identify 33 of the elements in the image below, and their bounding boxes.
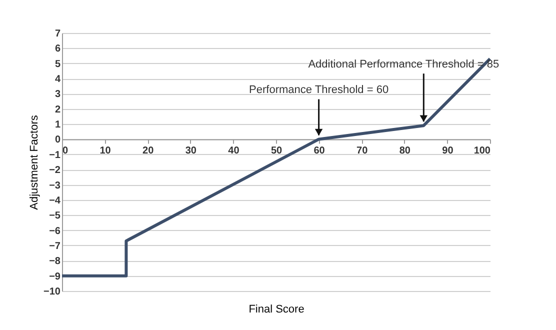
y-tick-label: 4 [54,74,61,86]
y-tick-label: −1 [49,150,61,161]
y-tick-label: 0 [54,134,61,146]
x-tick-label: 60 [314,146,326,157]
x-tick-label: 90 [442,146,454,157]
y-tick-label: −6 [49,226,61,237]
y-tick-label: −9 [49,271,61,282]
y-tick-label: 7 [54,28,61,40]
x-tick-label: 30 [185,146,197,157]
annotation: Performance Threshold = 60 [249,84,389,96]
y-tick-label: 5 [54,58,61,70]
y-axis-title: Adjustment Factors [28,114,41,210]
x-tick-label: 10 [100,146,112,157]
y-tick-label: −3 [49,180,61,192]
x-tick-label: 0 [62,146,68,157]
x-axis-title: Final Score [248,304,304,316]
annotation: Additional Performance Threshold = 85 [308,58,500,71]
x-tick-label: 100 [474,146,491,157]
y-tick-label: −2 [49,165,61,176]
y-tick-label: −5 [49,210,61,222]
x-tick-label: 40 [228,146,240,157]
x-tick-label: 80 [399,146,411,157]
x-tick-label: 20 [142,146,154,157]
y-tick-label: 6 [54,44,61,55]
y-tick-label: −10 [44,286,61,298]
y-tick-label: 1 [54,120,61,131]
y-tick-label: 2 [54,104,61,116]
y-tick-label: −7 [49,240,61,252]
x-tick-label: 50 [270,146,282,157]
y-tick-label: 3 [54,89,61,100]
y-tick-label: −8 [49,256,61,268]
y-tick-label: −4 [49,195,61,206]
x-tick-label: 70 [356,146,368,157]
